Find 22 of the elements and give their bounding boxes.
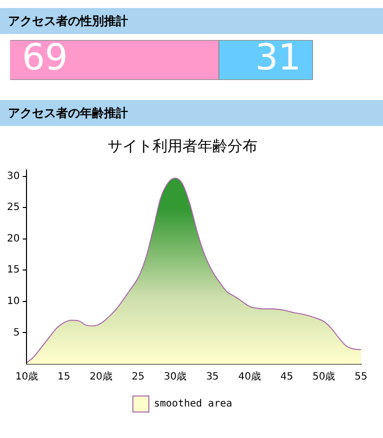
y-tick-label: 20: [6, 233, 20, 244]
chart-title: アクセス者の年齢推計: [0, 100, 383, 126]
data-label: 69: [22, 37, 68, 78]
x-tick-label: 50歳: [312, 370, 336, 383]
y-tick-label: 5: [13, 327, 20, 338]
x-tick-label: 10歳: [15, 370, 38, 383]
chart-title: アクセス者の性別推計: [0, 8, 383, 34]
x-tick-label: 35: [206, 372, 219, 383]
x-tick-label: 25: [132, 372, 145, 383]
x-tick-label: 40歳: [238, 370, 261, 383]
chart-subtitle: サイト利用者年齢分布: [108, 136, 258, 155]
y-tick-label: 30: [6, 170, 20, 182]
x-tick-label: 45: [280, 372, 294, 383]
y-tick-label: 25: [6, 202, 20, 214]
y-tick-label: 10: [6, 296, 20, 308]
legend-label: smoothed area: [154, 398, 232, 410]
x-tick-label: 30歳: [164, 370, 187, 383]
x-tick-label: 20歳: [90, 370, 112, 383]
y-tick-label: 15: [6, 264, 20, 276]
x-tick-label: 55: [354, 372, 368, 383]
data-label: 31: [255, 37, 301, 78]
x-tick-label: 15: [58, 372, 70, 383]
